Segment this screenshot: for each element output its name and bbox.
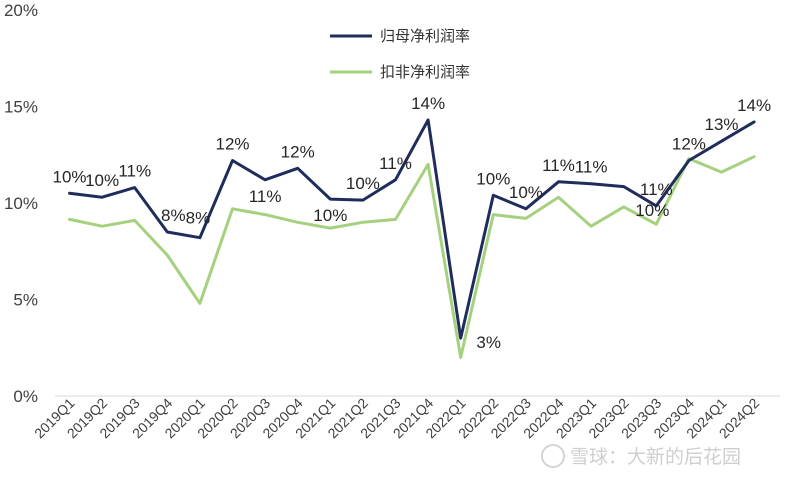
data-label: 11% [249, 187, 282, 206]
data-label: 11% [575, 158, 608, 177]
data-label: 11% [542, 156, 575, 175]
data-label: 10% [52, 167, 86, 186]
data-label: 8% [186, 209, 211, 228]
data-label: 12% [672, 135, 706, 154]
data-label: 11% [118, 162, 151, 181]
data-label: 12% [281, 142, 315, 161]
y-tick-label: 20% [4, 1, 38, 20]
data-label: 10% [313, 206, 347, 225]
data-label: 12% [215, 135, 249, 154]
data-label: 10% [476, 169, 510, 188]
data-label: 10% [635, 201, 669, 220]
y-axis-ticks: 0% 5% 10% 15% 20% [4, 1, 38, 406]
data-label: 10% [346, 174, 380, 193]
data-label: 13% [704, 115, 738, 134]
watermark-text: 雪球：大新的后花园 [570, 446, 741, 468]
data-label: 10% [509, 183, 543, 202]
watermark-logo-icon [541, 444, 565, 468]
data-label: 11% [379, 154, 412, 173]
data-label: 8% [161, 206, 186, 225]
data-label: 11% [640, 180, 673, 199]
watermark: 雪球：大新的后花园 [541, 444, 741, 468]
data-label: 14% [411, 94, 445, 113]
data-label: 14% [737, 96, 771, 115]
data-label: 3% [476, 333, 501, 352]
series-line-parent-net-margin [68, 118, 756, 340]
series-lines [68, 118, 756, 359]
y-tick-label: 5% [13, 291, 38, 310]
series-line-deducted-net-margin [68, 155, 756, 359]
y-tick-label: 10% [4, 194, 38, 213]
y-tick-label: 0% [13, 387, 38, 406]
x-axis-ticks: 2019Q12019Q22019Q32019Q42020Q12020Q22020… [31, 395, 762, 442]
y-tick-label: 15% [4, 98, 38, 117]
data-labels: 10%10%11%8% 8%12%11%12%10%10%11%14%3%10%1… [52, 94, 771, 352]
legend-label: 归母净利润率 [380, 28, 470, 45]
data-label: 10% [85, 171, 119, 190]
legend-label: 扣非净利润率 [380, 64, 470, 81]
